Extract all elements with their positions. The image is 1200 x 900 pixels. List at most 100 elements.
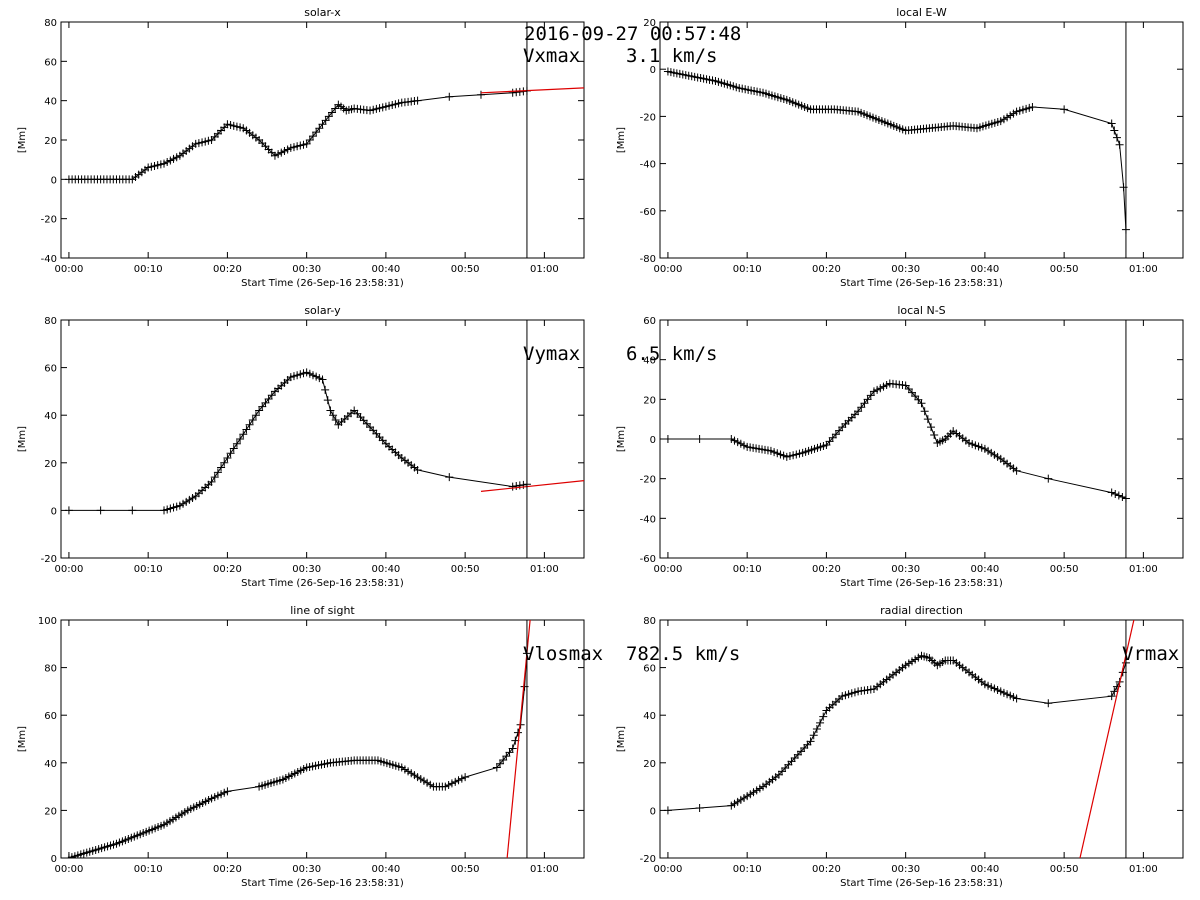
data-point [213, 791, 222, 800]
data-point [331, 415, 340, 424]
data-point [394, 99, 403, 108]
data-point [163, 158, 172, 167]
y-tick-label: 60 [44, 711, 57, 722]
x-axis-label: Start Time (26-Sep-16 23:58:31) [840, 578, 1003, 589]
data-point [822, 440, 831, 449]
x-tick-label: 00:30 [292, 264, 321, 275]
y-tick-label: -80 [640, 254, 656, 265]
data-point [236, 123, 245, 132]
data-point [752, 786, 761, 795]
x-tick-label: 01:00 [1129, 564, 1158, 575]
data-point [730, 436, 739, 445]
data-point [1114, 491, 1123, 500]
plot-area [64, 620, 531, 858]
data-point [366, 106, 375, 115]
data-point [782, 452, 791, 461]
data-point [217, 790, 226, 799]
data-point [968, 440, 977, 449]
data-point [296, 141, 305, 150]
data-point [160, 159, 169, 168]
data-point [261, 398, 270, 407]
chart-panel-2: local E-W -80 -60 -40 -20 0 20 [Mm] 00:00 00:10 00… [616, 6, 1184, 289]
x-axis-label: Start Time (26-Sep-16 23:58:31) [840, 278, 1003, 289]
data-point [356, 413, 365, 422]
data-point [1009, 109, 1018, 118]
data-point [426, 780, 435, 789]
data-point [270, 151, 279, 160]
data-point [419, 776, 428, 785]
data-point [305, 136, 314, 144]
data-point [513, 728, 522, 737]
velocity-annotation: Vxmax 3.1 km/s [523, 45, 717, 67]
data-point [844, 690, 853, 699]
data-point [789, 451, 798, 460]
data-point [201, 137, 210, 146]
x-tick-label: 00:30 [292, 564, 321, 575]
plot-frame [659, 619, 1184, 859]
data-point [210, 473, 219, 482]
data-point [217, 463, 226, 472]
data-point [1107, 692, 1116, 701]
data-point [226, 121, 235, 130]
data-point [980, 680, 989, 689]
plot-frame [60, 21, 585, 259]
y-tick-label: 0 [650, 806, 656, 817]
data-point [274, 150, 283, 159]
data-point [828, 433, 837, 442]
data-point [492, 763, 501, 772]
x-tick-label: 00:00 [55, 864, 84, 875]
series-line [667, 655, 1127, 811]
data-point [1115, 140, 1124, 149]
data-point [220, 788, 229, 797]
data-point [461, 773, 470, 782]
data-point [1006, 111, 1015, 120]
x-tick-label: 00:10 [134, 264, 163, 275]
x-tick-label: 00:40 [371, 864, 400, 875]
data-point [904, 385, 913, 394]
data-point [1112, 133, 1121, 142]
data-point [413, 465, 422, 474]
data-point [920, 407, 929, 416]
data-point [996, 117, 1005, 126]
fit-line [506, 620, 531, 858]
x-tick-label: 01:00 [530, 864, 559, 875]
data-point [812, 725, 821, 734]
data-point [739, 794, 748, 803]
data-point [496, 759, 505, 768]
data-point [860, 399, 869, 408]
data-point [1044, 699, 1053, 708]
x-tick-label: 00:50 [1050, 864, 1079, 875]
data-point [984, 446, 993, 455]
data-point [993, 452, 1002, 461]
x-tick-label: 00:30 [891, 264, 920, 275]
data-point [971, 441, 980, 450]
plot-frame [659, 21, 1184, 259]
data-point [239, 430, 248, 439]
x-tick-label: 00:20 [812, 564, 841, 575]
data-point [857, 403, 866, 412]
data-point [147, 162, 156, 171]
data-point [879, 382, 888, 391]
data-point [264, 395, 273, 404]
data-point [773, 449, 782, 458]
data-point [286, 373, 295, 382]
data-point [286, 143, 295, 152]
data-point [999, 115, 1008, 124]
data-point [831, 430, 840, 439]
data-point [194, 139, 203, 148]
data-point [743, 792, 752, 801]
data-point [923, 415, 932, 424]
data-point [984, 681, 993, 690]
data-point [210, 793, 219, 802]
data-point [776, 450, 785, 459]
data-point [163, 505, 172, 514]
x-tick-label: 00:00 [654, 564, 683, 575]
data-point [198, 138, 207, 147]
data-point [413, 96, 422, 105]
data-point [1111, 490, 1120, 499]
data-point [1060, 105, 1069, 114]
data-point [1112, 682, 1121, 691]
data-point [800, 744, 809, 753]
data-point [999, 688, 1008, 697]
